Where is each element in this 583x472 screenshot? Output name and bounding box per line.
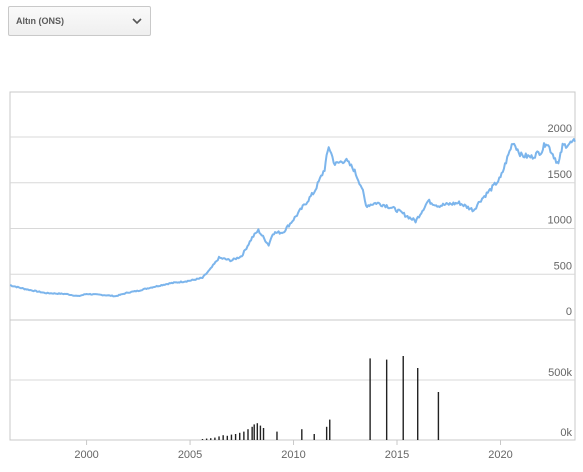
volume-bar [239,432,241,440]
asset-select[interactable]: Altın (ONS) [8,6,151,36]
volume-bar [201,439,204,440]
volume-bar [210,438,212,440]
x-tick-label: 2005 [178,449,202,461]
volume-bar [437,392,440,440]
volume-bar [253,424,255,440]
volume-bar [276,431,278,440]
asset-select-label: Altın (ONS) [16,16,64,26]
x-tick-label: 2020 [488,449,512,461]
volume-bar [417,368,419,440]
x-tick-label: 2010 [281,449,305,461]
volume-bar [402,356,404,440]
volume-bar [325,426,328,440]
volume-bar [262,428,265,440]
volume-bar [369,358,371,440]
volume-bar [205,438,208,440]
x-tick-label: 2015 [385,449,409,461]
y-tick-label: 1500 [548,169,572,181]
volume-bar [329,419,331,440]
y-tick-label: 500 [554,260,572,272]
y-tick-label: 1000 [548,215,572,227]
volume-tick-label: 0k [560,427,572,439]
volume-bar [226,435,229,440]
y-tick-label: 2000 [548,123,572,135]
volume-bar [247,429,249,440]
chevron-down-icon [132,18,142,25]
volume-bar [214,437,216,440]
volume-bar [222,435,224,440]
volume-tick-label: 500k [548,367,572,379]
volume-bar [234,434,237,440]
volume-bar [313,434,315,440]
volume-bar [256,423,259,440]
volume-bar [301,429,303,440]
volume-bar [385,359,388,440]
chart-frame [9,91,576,441]
volume-bar [218,436,220,440]
x-tick-label: 2000 [74,449,98,461]
volume-bar [243,431,245,440]
volume-bar [251,426,253,440]
price-series-line [9,138,576,298]
y-tick-label: 0 [566,306,572,318]
volume-bar [259,425,262,440]
volume-bar [230,434,233,440]
